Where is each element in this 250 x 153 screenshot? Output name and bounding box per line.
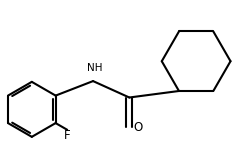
Text: F: F [64,129,70,142]
Text: O: O [132,121,142,134]
Text: NH: NH [87,63,102,73]
